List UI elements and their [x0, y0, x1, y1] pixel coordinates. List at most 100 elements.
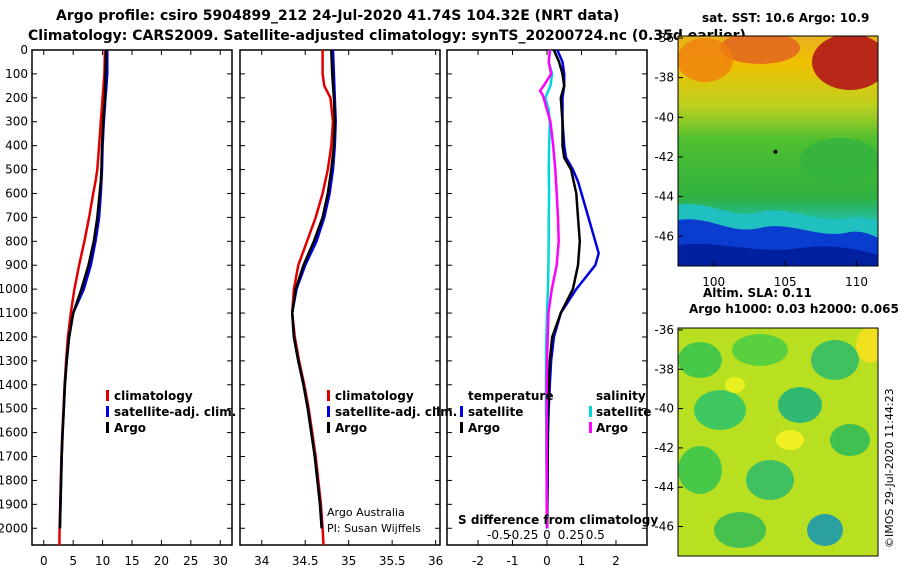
temperature-legend: climatology satellite-adj. clim. Argo	[106, 389, 236, 435]
sla-map-subtitle: Argo h1000: 0.03 h2000: 0.065	[689, 302, 899, 316]
sla-low-patch	[746, 460, 794, 500]
difference-x-axis: -2 -1 0 1 2	[472, 50, 620, 568]
sla-lat-label: -40	[654, 402, 674, 416]
depth-tick-label: 2000	[0, 521, 28, 535]
x-tick-label: 25	[183, 554, 198, 568]
sst-lat-label: -46	[654, 229, 674, 243]
sla-map-title: Altim. SLA: 0.11	[703, 286, 812, 300]
sla-map-axes: -36 -38 -40 -42 -44 -46	[654, 323, 683, 534]
salinity-diff-tick-label: -0.25	[507, 528, 538, 542]
sla-map-image	[678, 328, 878, 556]
legend-label-climatology: climatology	[335, 389, 414, 403]
legend-title-temperature: temperature	[468, 389, 553, 403]
x-tick-label: 35	[341, 554, 356, 568]
legend-swatch-sal-satellite	[589, 406, 592, 417]
legend-label-sal-satellite: satellite	[596, 405, 651, 419]
salinity-series	[290, 49, 337, 546]
sla-high-patch	[776, 430, 804, 450]
legend-swatch-argo	[327, 422, 330, 433]
sla-map-frame	[677, 327, 879, 557]
sla-low-patch	[778, 387, 822, 423]
sst-map-title: sat. SST: 10.6 Argo: 10.9	[702, 11, 869, 25]
x-tick-label: 35.5	[379, 554, 406, 568]
sla-lat-label: -46	[654, 520, 674, 534]
sst-lat-label: -44	[654, 190, 674, 204]
salinity-difference-scale: -0.5-0.25 0 0.25 0.5	[487, 528, 605, 542]
sla-low-patch	[694, 390, 746, 430]
x-tick-label: 34	[254, 554, 269, 568]
salinity-diff-tick-label: 0.5	[586, 528, 605, 542]
difference-xlabel: S difference from climatology	[458, 513, 658, 527]
x-tick-label: 0	[543, 554, 551, 568]
depth-tick-label: 1900	[0, 497, 28, 511]
depth-tick-label: 100	[5, 67, 28, 81]
sst-warm-patch	[812, 36, 878, 90]
argo-location-marker	[773, 149, 778, 154]
sst-mid-patch	[800, 138, 878, 182]
legend-swatch-satellite-adj	[106, 406, 109, 417]
x-tick-label: 1	[578, 554, 586, 568]
temperature-series	[58, 49, 109, 546]
series-line-argo	[58, 49, 108, 529]
legend-label-climatology: climatology	[114, 389, 193, 403]
salinity-panel-frame	[239, 49, 441, 546]
depth-tick-label: 1400	[0, 378, 28, 392]
legend-label-argo: Argo	[114, 421, 146, 435]
x-tick-label: 36	[428, 554, 443, 568]
x-tick-label: 30	[213, 554, 228, 568]
salinity-x-axis: 34 34.5 35 35.5 36	[254, 50, 443, 568]
sla-lat-label: -44	[654, 480, 674, 494]
depth-tick-label: 500	[5, 163, 28, 177]
sla-lat-label: -36	[654, 323, 674, 337]
credit-pi: PI: Susan Wijffels	[327, 522, 421, 535]
x-tick-label: 34.5	[292, 554, 319, 568]
series-line-climatology	[290, 50, 335, 546]
depth-tick-label: 400	[5, 139, 28, 153]
depth-tick-label: 1600	[0, 426, 28, 440]
x-tick-label: -1	[507, 554, 519, 568]
salinity-legend: climatology satellite-adj. clim. Argo	[327, 389, 457, 435]
legend-label-satellite-adj: satellite-adj. clim.	[335, 405, 457, 419]
sla-low-patch	[830, 424, 870, 456]
sla-lat-label: -38	[654, 362, 674, 376]
legend-swatch-climatology	[106, 390, 109, 401]
legend-title-salinity: salinity	[596, 389, 646, 403]
sst-lon-label: 110	[845, 275, 868, 289]
sla-lat-label: -42	[654, 441, 674, 455]
sst-lon-label: 105	[774, 275, 797, 289]
sst-lat-label: -42	[654, 150, 674, 164]
sla-low-patch	[807, 514, 843, 546]
legend-swatch-temp-argo	[460, 422, 463, 433]
sst-map-image	[678, 36, 878, 266]
legend-swatch-satellite-adj	[327, 406, 330, 417]
depth-tick-label: 1100	[0, 306, 28, 320]
header-title-line1: Argo profile: csiro 5904899_212 24-Jul-2…	[56, 8, 619, 24]
salinity-diff-tick-label: 0	[543, 528, 551, 542]
sst-map-frame	[677, 35, 879, 267]
x-tick-label: 20	[154, 554, 169, 568]
credit-argo-australia: Argo Australia	[327, 506, 405, 519]
depth-tick-label: 200	[5, 91, 28, 105]
x-tick-label: 10	[95, 554, 110, 568]
depth-tick-label: 800	[5, 234, 28, 248]
depth-tick-label: 900	[5, 258, 28, 272]
series-line-argo	[290, 49, 337, 529]
depth-tick-label: 600	[5, 186, 28, 200]
sst-lat-label: -38	[654, 71, 674, 85]
legend-label-temp-argo: Argo	[468, 421, 500, 435]
depth-tick-label: 300	[5, 115, 28, 129]
argo-location-dot	[773, 149, 778, 154]
sst-warm-patch	[720, 36, 800, 64]
legend-label-argo: Argo	[335, 421, 367, 435]
depth-axis: 0 100 200 300 400 500 600 700 800 900 1000 1100 1200…	[0, 43, 647, 535]
depth-tick-label: 1800	[0, 473, 28, 487]
depth-tick-label: 1500	[0, 402, 28, 416]
depth-tick-label: 700	[5, 210, 28, 224]
depth-tick-label: 1200	[0, 330, 28, 344]
difference-series	[538, 49, 600, 529]
series-line-climatology	[58, 49, 107, 546]
depth-tick-label: 1700	[0, 450, 28, 464]
x-tick-label: 5	[69, 554, 77, 568]
header-title-line2: Climatology: CARS2009. Satellite-adjuste…	[28, 28, 746, 44]
